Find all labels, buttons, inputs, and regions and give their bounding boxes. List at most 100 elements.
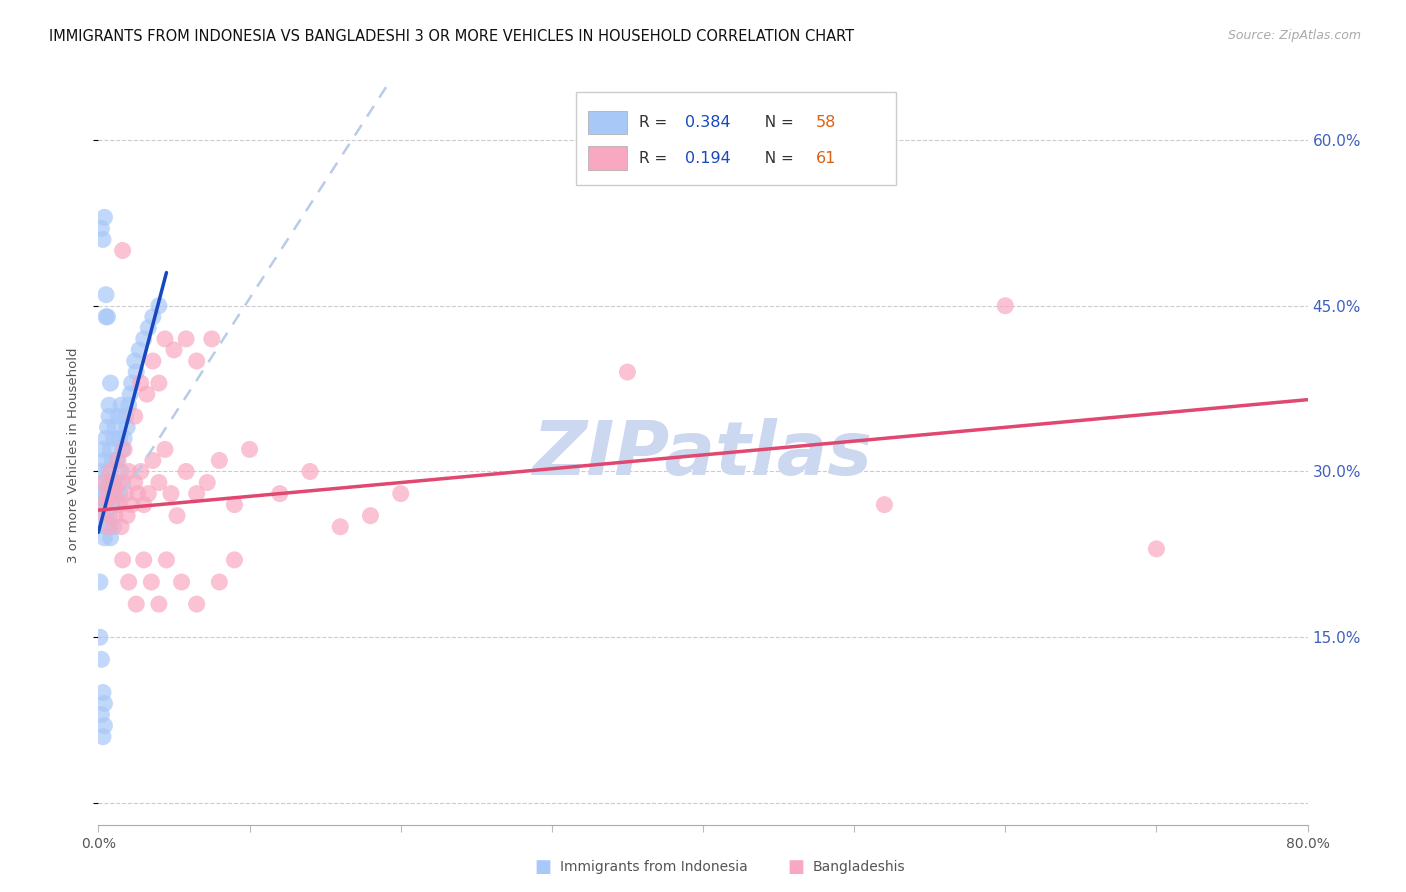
Text: R =: R = (638, 151, 672, 166)
Point (136, 321, 159, 335)
Text: N =: N = (755, 151, 799, 166)
Text: Source: ZipAtlas.com: Source: ZipAtlas.com (1227, 29, 1361, 42)
Point (91, 232, 114, 246)
Point (90, 465, 112, 479)
Point (89, 630, 111, 644)
Point (107, 475, 129, 490)
Point (208, 453, 231, 467)
Point (91, 498, 114, 512)
Point (121, 498, 143, 512)
Point (94, 508, 117, 523)
Point (93, 697, 115, 711)
Point (125, 365, 148, 379)
Point (163, 343, 186, 357)
Text: ■: ■ (534, 858, 551, 876)
Point (100, 442, 122, 457)
Point (111, 553, 134, 567)
Text: 58: 58 (815, 115, 835, 130)
Point (103, 475, 125, 490)
Point (239, 442, 262, 457)
Point (269, 486, 291, 500)
Point (104, 486, 127, 500)
Point (132, 332, 155, 346)
Point (89, 498, 111, 512)
Point (186, 486, 208, 500)
Point (93, 475, 115, 490)
Point (89, 574, 111, 589)
Point (148, 376, 170, 390)
Text: 0.384: 0.384 (685, 115, 731, 130)
Point (108, 431, 131, 445)
Point (124, 354, 146, 368)
Point (118, 398, 141, 412)
Point (104, 508, 127, 523)
Bar (588, 146, 627, 169)
Point (103, 475, 125, 490)
Point (1144, 541, 1167, 556)
Point (148, 475, 170, 490)
Point (224, 553, 246, 567)
Point (100, 486, 122, 500)
Point (110, 465, 132, 479)
Point (142, 453, 165, 467)
Point (108, 498, 131, 512)
Text: R =: R = (638, 115, 672, 130)
Point (153, 442, 176, 457)
Point (98, 398, 121, 412)
Point (115, 508, 138, 523)
Point (107, 409, 129, 424)
Point (111, 442, 134, 457)
Point (98, 475, 121, 490)
Point (98, 409, 121, 424)
Point (148, 299, 170, 313)
Text: ZIPatlas: ZIPatlas (533, 418, 873, 491)
Text: N =: N = (755, 115, 799, 130)
Point (115, 420, 138, 434)
Point (91, 442, 114, 457)
Point (94, 310, 117, 324)
Point (90, 707, 112, 722)
Point (129, 376, 152, 390)
Point (155, 553, 177, 567)
Point (111, 475, 134, 490)
Point (112, 442, 135, 457)
Y-axis label: 3 or more Vehicles in Household: 3 or more Vehicles in Household (67, 347, 80, 563)
Point (91, 475, 114, 490)
Point (101, 498, 124, 512)
Point (174, 332, 197, 346)
Point (153, 332, 176, 346)
Point (96, 465, 118, 479)
Point (93, 211, 115, 225)
Point (103, 520, 125, 534)
Point (100, 376, 122, 390)
Point (148, 597, 170, 611)
Point (96, 486, 118, 500)
Point (93, 531, 115, 545)
Point (110, 398, 132, 412)
Point (873, 498, 896, 512)
Point (135, 387, 157, 401)
Text: ■: ■ (787, 858, 804, 876)
Point (142, 354, 165, 368)
Text: 61: 61 (815, 151, 835, 166)
Point (120, 387, 142, 401)
Point (170, 574, 193, 589)
Point (389, 486, 412, 500)
Point (111, 244, 134, 258)
Point (107, 453, 129, 467)
Point (329, 520, 352, 534)
Point (94, 287, 117, 301)
Point (186, 597, 208, 611)
Point (160, 486, 183, 500)
Point (136, 486, 159, 500)
Point (125, 597, 148, 611)
Point (93, 453, 115, 467)
Bar (588, 111, 627, 135)
Point (94, 520, 117, 534)
Point (105, 486, 128, 500)
Point (98, 520, 121, 534)
Point (93, 498, 115, 512)
Point (360, 508, 382, 523)
Text: Bangladeshis: Bangladeshis (813, 860, 905, 874)
Point (127, 486, 149, 500)
